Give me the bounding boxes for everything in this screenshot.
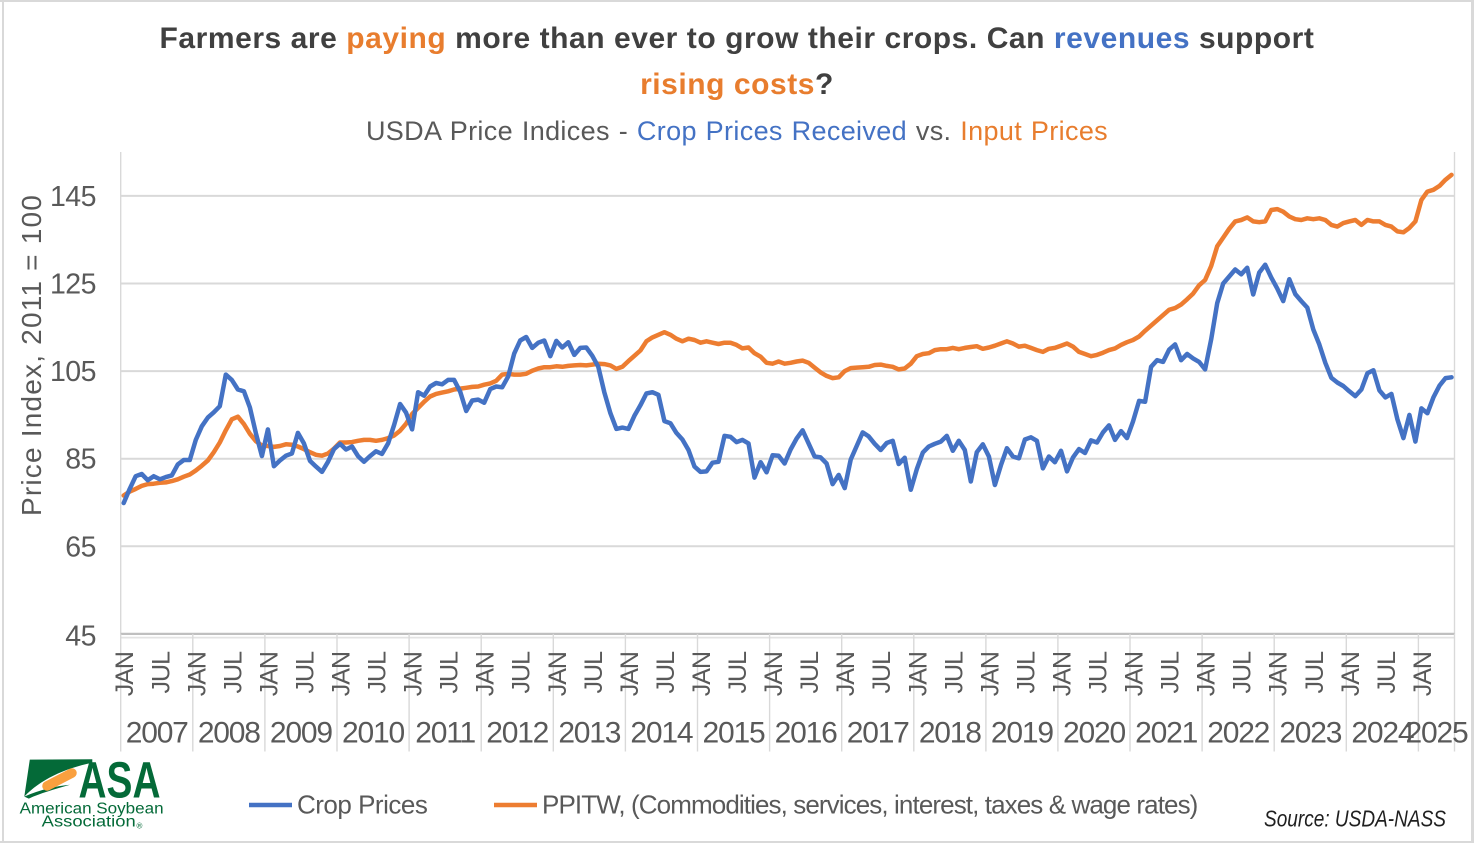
svg-text:JUL: JUL <box>436 651 464 694</box>
svg-text:2007: 2007 <box>126 717 188 750</box>
svg-text:JUL: JUL <box>1085 651 1113 694</box>
svg-text:65: 65 <box>65 531 96 563</box>
svg-text:JAN: JAN <box>111 652 139 696</box>
svg-text:2022: 2022 <box>1207 717 1269 750</box>
svg-text:JAN: JAN <box>1265 652 1293 696</box>
svg-text:2023: 2023 <box>1279 717 1341 750</box>
svg-text:ASA: ASA <box>79 752 161 809</box>
svg-text:2016: 2016 <box>775 717 837 750</box>
svg-text:JAN: JAN <box>976 652 1004 696</box>
svg-text:125: 125 <box>50 269 96 301</box>
svg-text:JAN: JAN <box>832 652 860 696</box>
svg-text:2019: 2019 <box>991 717 1053 750</box>
svg-text:Crop Prices: Crop Prices <box>297 790 428 820</box>
svg-text:JUL: JUL <box>1229 651 1257 694</box>
svg-text:JAN: JAN <box>1193 652 1221 696</box>
svg-text:2011: 2011 <box>415 717 475 750</box>
svg-text:2025: 2025 <box>1406 717 1468 750</box>
svg-text:JAN: JAN <box>616 652 644 696</box>
svg-text:JUL: JUL <box>1012 651 1040 694</box>
svg-text:JAN: JAN <box>183 652 211 696</box>
svg-text:JAN: JAN <box>544 652 572 696</box>
svg-text:2015: 2015 <box>703 717 765 750</box>
svg-text:2024: 2024 <box>1351 717 1413 750</box>
svg-text:JAN: JAN <box>688 652 716 696</box>
svg-text:2012: 2012 <box>486 717 548 750</box>
svg-text:JAN: JAN <box>400 652 428 696</box>
svg-text:2014: 2014 <box>630 717 692 750</box>
svg-text:JAN: JAN <box>255 652 283 696</box>
svg-text:JUL: JUL <box>796 651 824 694</box>
svg-text:JUL: JUL <box>1157 651 1185 694</box>
svg-text:JAN: JAN <box>1049 652 1077 696</box>
svg-text:2013: 2013 <box>558 717 620 750</box>
svg-text:®: ® <box>137 822 143 831</box>
svg-text:JUL: JUL <box>508 651 536 694</box>
svg-text:105: 105 <box>50 356 96 388</box>
svg-text:JUL: JUL <box>652 651 680 694</box>
svg-text:JUL: JUL <box>1301 651 1329 694</box>
svg-text:Source: USDA-NASS: Source: USDA-NASS <box>1264 806 1446 832</box>
svg-text:JUL: JUL <box>147 651 175 694</box>
svg-text:JAN: JAN <box>1121 652 1149 696</box>
svg-text:JUL: JUL <box>291 651 319 694</box>
svg-text:2020: 2020 <box>1063 717 1125 750</box>
svg-text:Association: Association <box>42 813 136 830</box>
svg-text:JUL: JUL <box>364 651 392 694</box>
svg-text:2010: 2010 <box>342 717 404 750</box>
svg-text:JUL: JUL <box>868 651 896 694</box>
svg-text:JUL: JUL <box>1373 651 1401 694</box>
svg-text:JAN: JAN <box>1337 652 1365 696</box>
svg-text:JAN: JAN <box>328 652 356 696</box>
svg-text:145: 145 <box>50 181 96 213</box>
svg-text:85: 85 <box>65 444 96 476</box>
svg-text:PPITW, (Commodities, services,: PPITW, (Commodities, services, interest,… <box>542 790 1198 820</box>
svg-text:2009: 2009 <box>270 717 332 750</box>
svg-text:2018: 2018 <box>919 717 981 750</box>
svg-text:JUL: JUL <box>219 651 247 694</box>
svg-text:JAN: JAN <box>904 652 932 696</box>
svg-text:JUL: JUL <box>940 651 968 694</box>
svg-text:JAN: JAN <box>1409 652 1437 696</box>
svg-text:JUL: JUL <box>724 651 752 694</box>
svg-text:JAN: JAN <box>472 652 500 696</box>
svg-text:2008: 2008 <box>198 717 260 750</box>
svg-text:2021: 2021 <box>1135 717 1197 750</box>
svg-text:2017: 2017 <box>847 717 909 750</box>
svg-text:JAN: JAN <box>760 652 788 696</box>
svg-text:JUL: JUL <box>580 651 608 694</box>
svg-text:American Soybean: American Soybean <box>20 801 164 818</box>
svg-text:45: 45 <box>65 621 96 653</box>
